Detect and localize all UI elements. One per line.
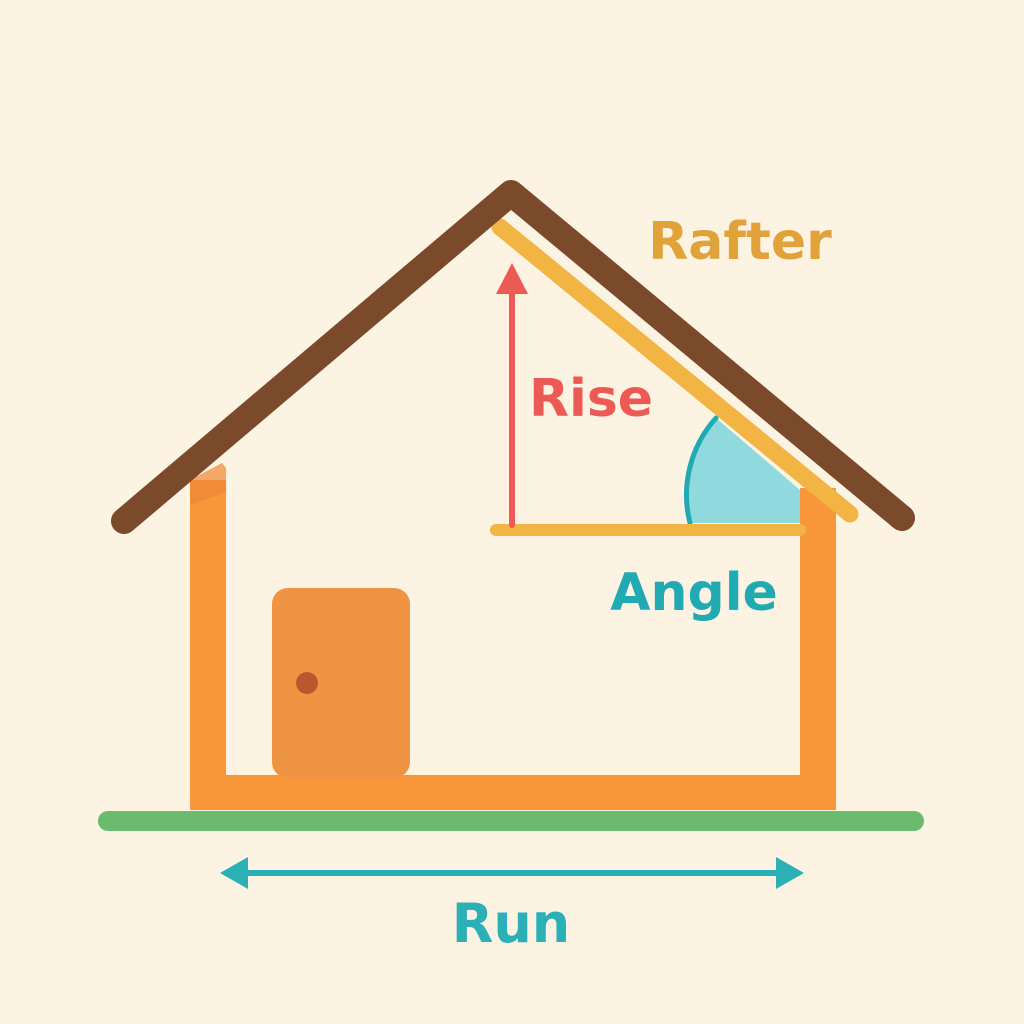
roof <box>111 180 915 534</box>
angle-label: Angle <box>610 563 778 623</box>
run-arrow-head-right <box>776 857 804 889</box>
door <box>272 588 410 778</box>
door-knob <box>296 672 318 694</box>
rafter-label: Rafter <box>648 212 832 272</box>
rise-label: Rise <box>529 369 653 429</box>
run-label: Run <box>452 892 570 955</box>
floor-beam <box>190 775 836 810</box>
angle-arc <box>686 418 800 523</box>
left-wall <box>190 480 226 810</box>
rafter-beam <box>491 218 859 523</box>
rise-arrow-head <box>496 263 528 294</box>
right-wall <box>800 488 836 810</box>
run-arrow-head-left <box>220 857 248 889</box>
left-wall-shade <box>190 463 226 505</box>
angle-arc-outline <box>684 415 719 526</box>
